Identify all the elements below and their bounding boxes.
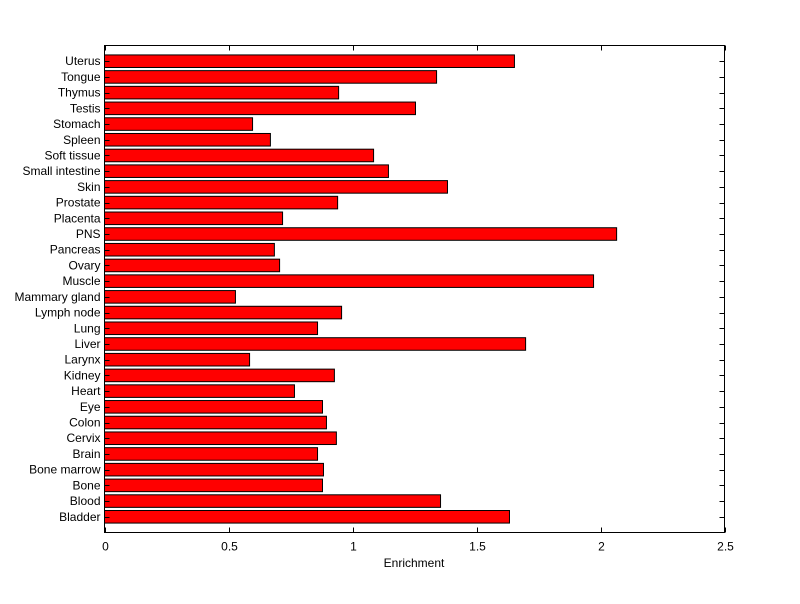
y-tick-label: Soft tissue	[44, 148, 100, 162]
bar-lymph-node	[104, 305, 343, 320]
x-axis-label: Enrichment	[384, 556, 445, 570]
bar-spleen	[104, 132, 271, 147]
y-tick-label: Testis	[70, 101, 101, 115]
y-tick-label: Larynx	[64, 353, 100, 367]
bar-skin	[104, 180, 448, 194]
bar-tongue	[104, 70, 438, 84]
y-tick-label: Kidney	[64, 368, 101, 382]
axes-box	[104, 45, 725, 533]
x-tick-label: 2.5	[717, 540, 734, 554]
y-tick-label: Liver	[74, 337, 100, 351]
bar-placenta	[104, 211, 284, 226]
x-tick-label: 1.5	[469, 540, 486, 554]
bar-larynx	[104, 352, 251, 367]
bar-soft-tissue	[104, 148, 375, 163]
y-tick-label: Colon	[69, 416, 100, 430]
y-tick-label: Mammary gland	[14, 290, 100, 304]
y-tick-label: Heart	[71, 384, 101, 398]
y-tick-label: Blood	[70, 494, 101, 508]
bar-lung	[104, 321, 319, 336]
bar-prostate	[104, 195, 339, 210]
y-tick-label: Lung	[74, 321, 101, 335]
x-tick-label: 2	[598, 540, 605, 554]
y-tick-label: Placenta	[54, 211, 101, 225]
bar-small-intestine	[104, 164, 389, 178]
bar-colon	[104, 415, 327, 430]
bar-pancreas	[104, 242, 275, 257]
bar-mammary-gland	[104, 290, 236, 304]
x-tick-label: 0.5	[221, 540, 238, 554]
bar-blood	[104, 494, 442, 508]
bar-muscle	[104, 274, 595, 288]
bar-pns	[104, 227, 618, 241]
y-tick-label: Spleen	[63, 133, 100, 147]
y-tick-label: Bladder	[59, 510, 100, 524]
y-tick-label: Thymus	[58, 86, 101, 100]
y-tick-label: PNS	[76, 227, 101, 241]
bar-brain	[104, 447, 319, 461]
bar-stomach	[104, 117, 254, 131]
y-tick-label: Uterus	[65, 54, 100, 68]
bar-bladder	[104, 510, 510, 524]
bar-uterus	[104, 54, 515, 68]
bar-ovary	[104, 258, 281, 273]
bar-heart	[104, 384, 295, 398]
y-tick-label: Eye	[80, 400, 101, 414]
y-tick-label: Pancreas	[50, 243, 101, 257]
y-tick-label: Bone	[72, 478, 100, 492]
y-tick-label: Brain	[72, 447, 100, 461]
bar-testis	[104, 101, 416, 116]
bar-kidney	[104, 368, 335, 383]
y-tick-label: Ovary	[68, 258, 100, 272]
y-tick-label: Prostate	[56, 196, 101, 210]
bar-liver	[104, 337, 527, 351]
bar-bone	[104, 478, 323, 493]
y-tick-label: Muscle	[62, 274, 100, 288]
x-tick-label: 0	[102, 540, 109, 554]
y-tick-label: Tongue	[61, 70, 101, 84]
bar-bone-marrow	[104, 462, 324, 477]
y-tick-label: Bone marrow	[29, 463, 101, 477]
x-tick-label: 1	[350, 540, 357, 554]
y-tick-label: Stomach	[53, 117, 100, 131]
y-tick-label: Cervix	[66, 431, 100, 445]
y-tick-label: Lymph node	[35, 306, 101, 320]
bar-cervix	[104, 431, 337, 446]
bar-eye	[104, 400, 323, 414]
bar-thymus	[104, 85, 340, 100]
y-tick-label: Skin	[77, 180, 100, 194]
y-tick-label: Small intestine	[22, 164, 100, 178]
